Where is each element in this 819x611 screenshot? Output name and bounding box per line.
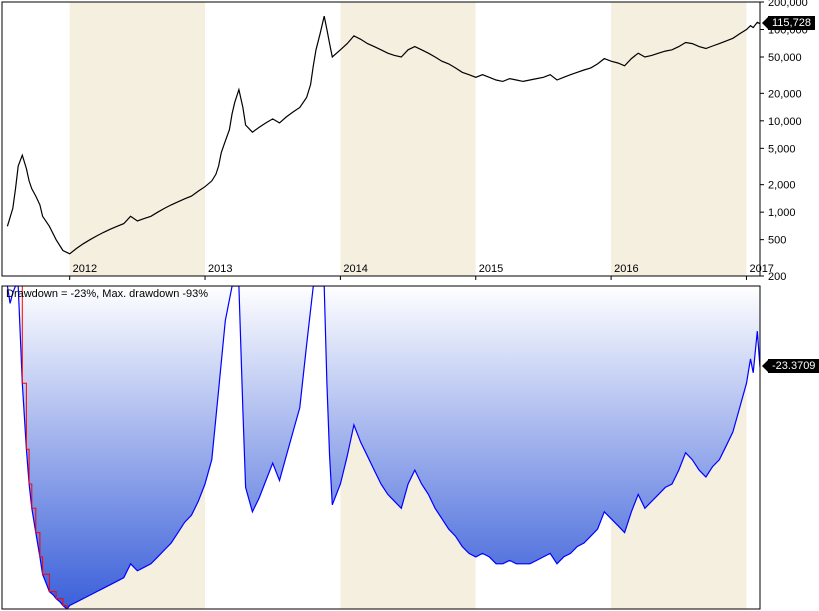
svg-text:2012: 2012 (73, 263, 97, 275)
svg-text:1,000: 1,000 (768, 207, 796, 219)
price-flag: 115,728 (768, 16, 815, 30)
svg-text:2017: 2017 (749, 263, 773, 275)
chart-container: 2005001,0002,0005,00010,00020,00050,0001… (0, 0, 819, 611)
svg-text:20,000: 20,000 (768, 88, 802, 100)
svg-text:2016: 2016 (614, 263, 638, 275)
svg-text:2013: 2013 (208, 263, 232, 275)
drawdown-label: Drawdown = -23%, Max. drawdown -93% (6, 288, 208, 300)
svg-text:50,000: 50,000 (768, 52, 802, 64)
svg-text:200,000: 200,000 (768, 0, 808, 9)
svg-text:10,000: 10,000 (768, 116, 802, 128)
chart-svg: 2005001,0002,0005,00010,00020,00050,0001… (0, 0, 819, 611)
svg-text:2014: 2014 (343, 263, 367, 275)
svg-text:2,000: 2,000 (768, 180, 796, 192)
svg-text:5,000: 5,000 (768, 143, 796, 155)
svg-text:2015: 2015 (479, 263, 503, 275)
drawdown-flag: -23.3709 (768, 359, 819, 373)
svg-text:500: 500 (768, 235, 786, 247)
